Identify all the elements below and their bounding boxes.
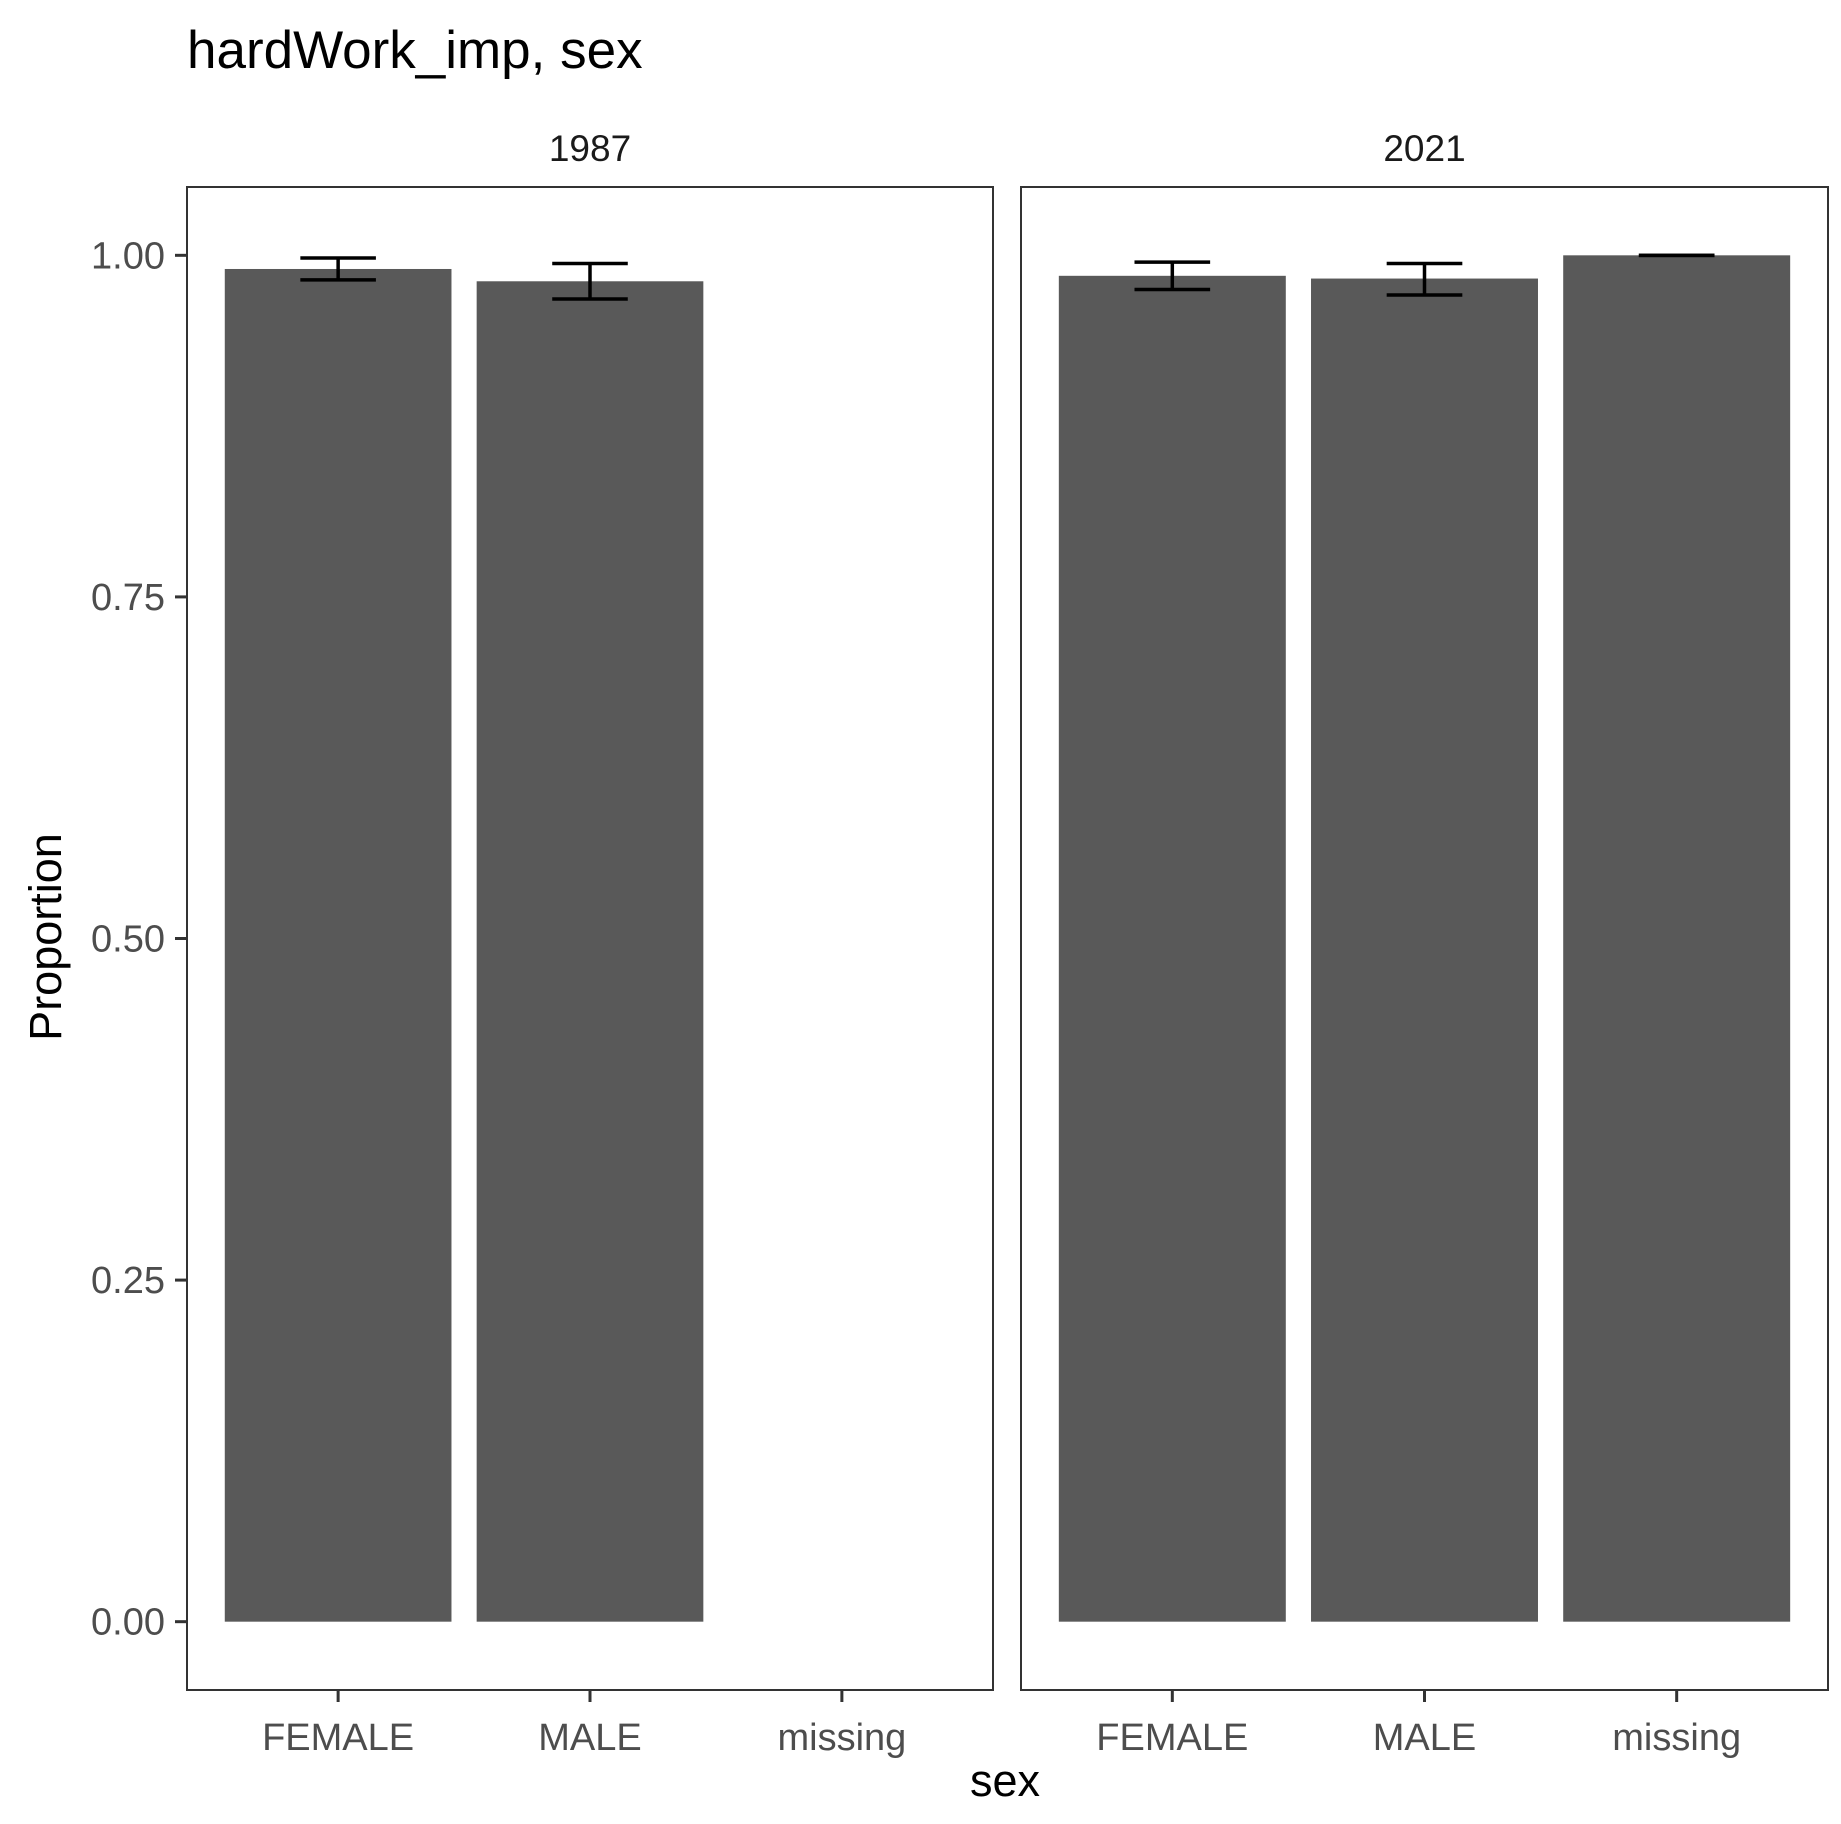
facet-panels: 1987 FEMALE MALE missing 2021 FEMALE MALE missi… xyxy=(91,128,1829,1759)
bar-2021-MALE xyxy=(1311,278,1538,1622)
facet-label-2021: 2021 xyxy=(1383,128,1465,169)
error-bar-1987-FEMALE xyxy=(300,256,376,282)
facet-label-1987: 1987 xyxy=(549,128,631,169)
x-axis-title: sex xyxy=(970,1755,1041,1806)
y-tick-label-1.00: 1.00 xyxy=(91,235,165,277)
bar-1987-MALE xyxy=(476,281,704,1622)
x-tick-label-1987-FEMALE: FEMALE xyxy=(262,1717,414,1759)
chart-title: hardWork_imp, sex xyxy=(187,21,643,80)
y-axis-title: Proportion xyxy=(20,833,71,1041)
y-tick-label-0.50: 0.50 xyxy=(91,919,165,961)
y-tick-label-0.75: 0.75 xyxy=(91,577,165,619)
bar-2021-missing xyxy=(1563,255,1791,1622)
bar-2021-FEMALE xyxy=(1058,275,1286,1622)
x-tick-label-2021-missing: missing xyxy=(1612,1717,1741,1759)
x-tick-label-2021-FEMALE: FEMALE xyxy=(1096,1717,1248,1759)
bar-1987-FEMALE xyxy=(224,268,452,1622)
error-bar-2021-MALE xyxy=(1386,261,1463,297)
y-tick-label-0.00: 0.00 xyxy=(91,1602,165,1644)
error-bar-1987-MALE xyxy=(552,261,628,301)
x-tick-label-1987-missing: missing xyxy=(777,1717,906,1759)
y-tick-label-0.25: 0.25 xyxy=(91,1260,165,1302)
x-tick-label-2021-MALE: MALE xyxy=(1373,1717,1476,1759)
error-bar-2021-FEMALE xyxy=(1134,260,1211,292)
x-tick-label-1987-MALE: MALE xyxy=(538,1717,641,1759)
